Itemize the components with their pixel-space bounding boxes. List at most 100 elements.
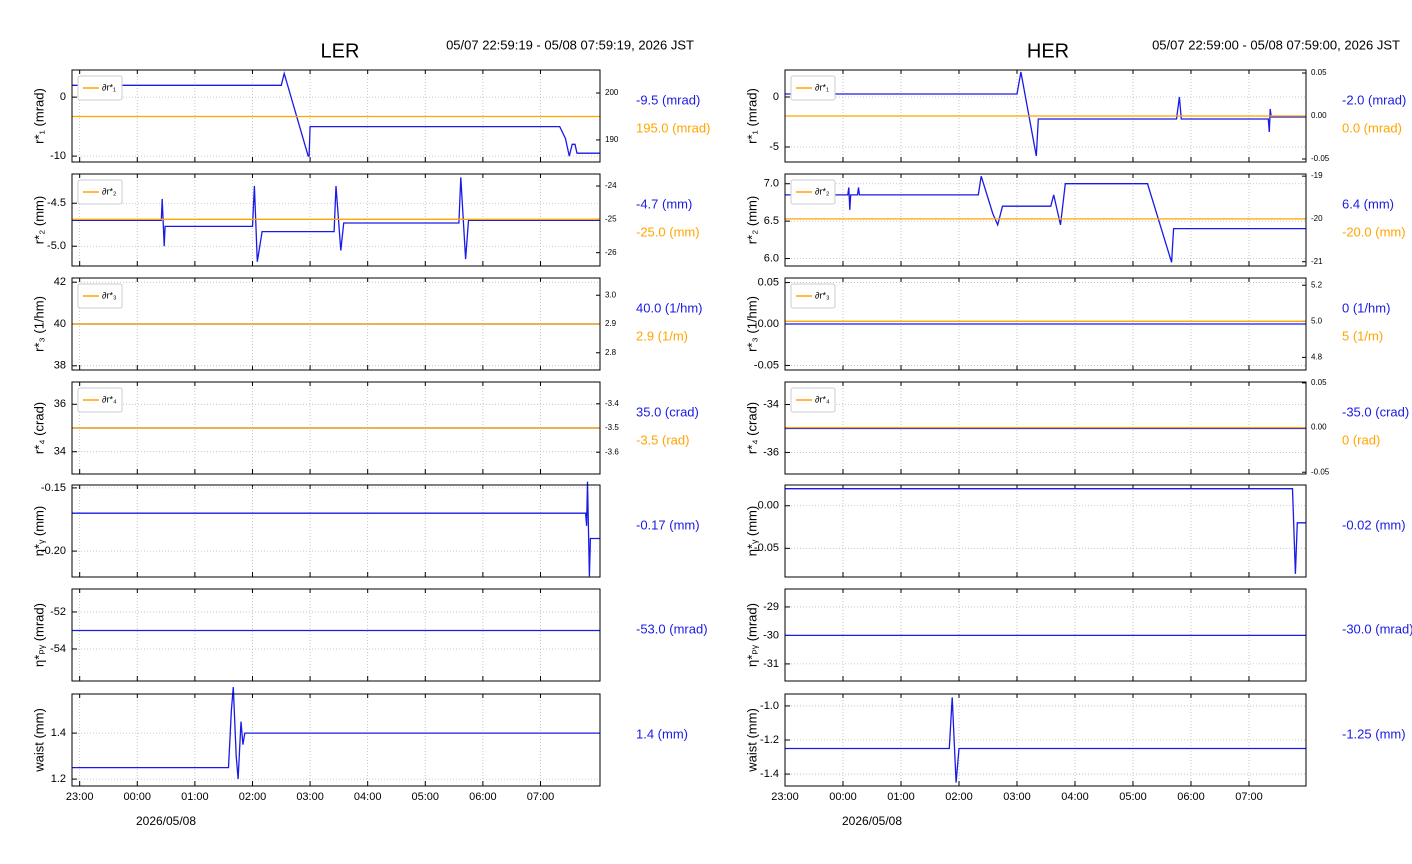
plot-frame — [71, 693, 601, 787]
time-range: 05/07 22:59:00 - 05/08 07:59:00, 2026 JS… — [1152, 37, 1400, 52]
y2-tick-label: -20 — [1311, 214, 1323, 223]
plot-frame — [71, 69, 601, 163]
readout: -35.0 (crad) — [1342, 404, 1409, 419]
plot-frame — [784, 173, 1307, 267]
y2-tick-label: -25 — [605, 214, 617, 223]
series-line — [785, 176, 1306, 263]
y-tick-label: 0.05 — [758, 276, 779, 288]
y-tick-label: -0.15 — [41, 482, 66, 494]
y-tick-label: -1.2 — [760, 734, 779, 746]
readout: 1.4 (mm) — [636, 726, 688, 741]
y-tick-label: -0.05 — [754, 542, 779, 554]
y-axis-label: r*₁ (mrad) — [744, 88, 759, 144]
series-line — [72, 177, 600, 262]
y2-tick-label: -21 — [1311, 257, 1323, 266]
y2-tick-label: 0.05 — [1311, 378, 1327, 387]
readout: 2.9 (1/m) — [636, 328, 688, 343]
legend-label: ∂r*₁ — [815, 82, 829, 92]
y-axis-label: r*₄ (crad) — [744, 402, 759, 454]
readout: -25.0 (mm) — [636, 224, 700, 239]
readout: -2.0 (mrad) — [1342, 92, 1406, 107]
legend-box — [77, 283, 123, 309]
column-title: LER — [321, 40, 360, 62]
series-line — [785, 488, 1306, 574]
y-tick-label: -0.20 — [41, 545, 66, 557]
x-tick-label: 05:00 — [412, 791, 440, 803]
x-tick-label: 01:00 — [887, 791, 915, 803]
y-axis-label: η*ᵧ (mm) — [744, 506, 759, 556]
y-axis-label: r*₃ (1/hm) — [31, 296, 46, 352]
y2-tick-label: -3.6 — [605, 447, 619, 456]
readout: 40.0 (1/hm) — [636, 300, 702, 315]
readout: 0 (1/hm) — [1342, 300, 1390, 315]
y2-tick-label: -0.05 — [1311, 467, 1330, 476]
plot-frame — [784, 588, 1307, 682]
plot-frame — [784, 277, 1307, 371]
y-axis-label: r*₄ (crad) — [31, 402, 46, 454]
legend-box — [790, 283, 836, 309]
legend-box — [790, 387, 836, 413]
plot-frame — [784, 484, 1307, 578]
y-tick-label: 0 — [60, 91, 66, 103]
legend-box — [77, 179, 123, 205]
readout: -0.02 (mm) — [1342, 517, 1406, 532]
readout: -1.25 (mm) — [1342, 726, 1406, 741]
x-tick-label: 00:00 — [124, 791, 152, 803]
series-line — [72, 481, 600, 577]
x-tick-label: 06:00 — [1177, 791, 1205, 803]
y2-tick-label: 2.9 — [605, 319, 617, 328]
plot-frame — [71, 484, 601, 578]
legend-box — [77, 387, 123, 413]
time-range: 05/07 22:59:19 - 05/08 07:59:19, 2026 JS… — [446, 37, 694, 52]
x-tick-label: 02:00 — [239, 791, 267, 803]
y-tick-label: 42 — [54, 276, 66, 288]
series-line — [785, 71, 1306, 157]
x-tick-label: 02:00 — [945, 791, 973, 803]
y-tick-label: 36 — [54, 398, 66, 410]
readout: -53.0 (mrad) — [636, 621, 708, 636]
y2-tick-label: 190 — [605, 135, 619, 144]
x-tick-label: 23:00 — [771, 791, 799, 803]
y-tick-label: 7.0 — [764, 178, 779, 190]
y-tick-label: 6.0 — [764, 252, 779, 264]
y-axis-label: r*₃ (1/hm) — [744, 296, 759, 352]
y2-tick-label: -0.05 — [1311, 154, 1330, 163]
y-tick-label: 0.00 — [758, 500, 779, 512]
y2-tick-label: 0.00 — [1311, 111, 1327, 120]
y2-tick-label: 5.0 — [1311, 316, 1323, 325]
readout: 6.4 (mm) — [1342, 196, 1394, 211]
y-tick-label: 6.5 — [764, 215, 779, 227]
legend-box — [790, 179, 836, 205]
y-tick-label: 0.00 — [758, 318, 779, 330]
x-tick-label: 04:00 — [354, 791, 382, 803]
x-tick-label: 03:00 — [1003, 791, 1031, 803]
legend-label: ∂r*₄ — [815, 394, 830, 404]
legend-label: ∂r*₃ — [102, 290, 117, 300]
plot-frame — [71, 588, 601, 682]
legend-label: ∂r*₃ — [815, 290, 830, 300]
readout: -0.17 (mm) — [636, 517, 700, 532]
readout: 195.0 (mrad) — [636, 120, 710, 135]
legend-label: ∂r*₂ — [102, 186, 117, 196]
y-axis-label: waist (mm) — [31, 708, 46, 773]
y2-tick-label: 200 — [605, 88, 619, 97]
readout: -20.0 (mm) — [1342, 224, 1406, 239]
x-tick-label: 05:00 — [1119, 791, 1147, 803]
y-tick-label: -52 — [50, 606, 66, 618]
y-tick-label: 0 — [773, 91, 779, 103]
y-tick-label: 1.2 — [51, 773, 66, 785]
legend-box — [790, 75, 836, 101]
y-tick-label: -1.4 — [760, 768, 779, 780]
readout: 35.0 (crad) — [636, 404, 699, 419]
x-tick-label: 07:00 — [1235, 791, 1263, 803]
y-tick-label: -1.0 — [760, 700, 779, 712]
y-axis-label: waist (mm) — [744, 708, 759, 773]
y-tick-label: 34 — [54, 446, 66, 458]
y2-tick-label: -3.4 — [605, 399, 619, 408]
readout: -9.5 (mrad) — [636, 92, 700, 107]
y2-tick-label: -19 — [1311, 171, 1323, 180]
y-tick-label: -30 — [763, 629, 779, 641]
x-tick-label: 23:00 — [66, 791, 94, 803]
y-axis-label: r*₂ (mm) — [744, 196, 759, 244]
